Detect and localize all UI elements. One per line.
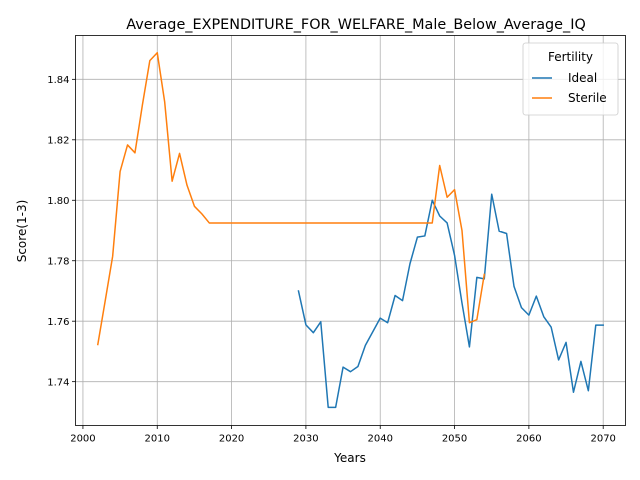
legend-title: Fertility: [548, 50, 593, 64]
x-axis-label: Years: [333, 451, 366, 465]
x-tick-label: 2020: [219, 434, 244, 445]
x-tick-label: 2030: [293, 434, 318, 445]
y-tick-label: 1.80: [47, 196, 69, 207]
y-tick-label: 1.78: [47, 256, 69, 267]
x-tick-label: 2010: [145, 434, 170, 445]
legend: Fertility Ideal Sterile: [522, 42, 619, 116]
x-tick-label: 2000: [70, 434, 95, 445]
plot-frame: [75, 35, 626, 426]
x-axis-ticks: 2000 2010 2020 2030 2040 2050 2060 2070: [70, 425, 616, 445]
x-tick-label: 2040: [368, 434, 393, 445]
series-lines: [96, 51, 604, 409]
x-tick-label: 2070: [590, 434, 615, 445]
y-tick-label: 1.74: [47, 377, 69, 388]
x-tick-label: 2060: [516, 434, 541, 445]
legend-label-sterile: Sterile: [568, 91, 607, 105]
chart-title: Average_EXPENDITURE_FOR_WELFARE_Male_Bel…: [126, 17, 586, 33]
legend-box: [522, 42, 619, 116]
y-tick-label: 1.76: [47, 317, 69, 328]
y-tick-label: 1.84: [47, 75, 69, 86]
legend-label-ideal: Ideal: [568, 71, 597, 85]
y-axis-label: Score(1-3): [15, 200, 29, 263]
y-axis-ticks: 1.74 1.76 1.78 1.80 1.82 1.84: [47, 75, 76, 388]
x-tick-label: 2050: [442, 434, 467, 445]
series-line-sterile: [96, 51, 486, 346]
series-line-ideal: [297, 193, 604, 409]
y-tick-label: 1.82: [47, 135, 69, 146]
